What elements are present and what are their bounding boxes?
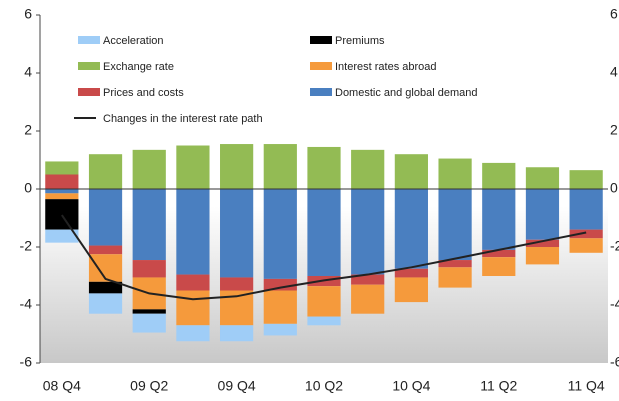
bar-segment (394, 154, 428, 189)
bar-segment (45, 193, 79, 200)
bar-segment (176, 274, 210, 291)
x-tick-label: 11 Q4 (568, 378, 605, 394)
bar-segment (132, 260, 166, 278)
x-tick-label: 10 Q4 (392, 378, 430, 394)
bar-segment (45, 161, 79, 175)
legend-swatch (78, 88, 100, 96)
legend-swatch (310, 36, 332, 44)
legend-label: Interest rates abroad (335, 61, 437, 73)
bar-segment (351, 189, 385, 275)
bar-segment (220, 189, 254, 278)
bar-segment (482, 249, 516, 258)
bar-segment (220, 277, 254, 291)
bar-segment (438, 158, 472, 189)
legend-label: Domestic and global demand (335, 87, 477, 99)
bar-segment (132, 189, 166, 261)
y2-tick-label: -2 (610, 238, 619, 254)
bar-segment (525, 167, 560, 189)
bar-segment (351, 149, 385, 189)
y-tick-label: 4 (24, 64, 32, 80)
bar-segment (482, 189, 516, 250)
bar-segment (482, 257, 516, 276)
bar-segment (394, 189, 428, 269)
y-tick-label: 6 (24, 6, 32, 22)
bar-segment (569, 238, 603, 253)
bar-segment (88, 293, 123, 314)
bar-segment (45, 229, 79, 243)
bar-segment (525, 247, 560, 265)
y2-tick-label: 4 (610, 64, 618, 80)
bar-segment (220, 325, 254, 342)
y-tick-label: -6 (20, 354, 33, 370)
y2-tick-label: 0 (610, 180, 618, 196)
y2-tick-label: 6 (610, 6, 618, 22)
bar-segment (438, 260, 472, 268)
bar-segment (88, 281, 123, 294)
bar-segment (263, 189, 297, 279)
bar-segment (176, 189, 210, 275)
bar-segment (263, 323, 297, 336)
bar-segment (307, 189, 341, 276)
bar-segment (263, 278, 297, 291)
bar-segment (394, 277, 428, 303)
x-tick-label: 11 Q2 (480, 378, 517, 394)
bar-segment (525, 239, 560, 247)
bar-segment (394, 268, 428, 278)
bar-segment (569, 229, 603, 239)
bar-segment (45, 199, 79, 230)
bar-segment (263, 144, 297, 189)
bar-segment (307, 316, 341, 326)
y-tick-label: 2 (24, 122, 32, 138)
bar-segment (132, 309, 166, 314)
bar-segment (132, 313, 166, 333)
y-tick-label: -4 (20, 296, 33, 312)
x-tick-label: 08 Q4 (43, 378, 81, 394)
x-tick-label: 10 Q2 (305, 378, 343, 394)
x-tick-label: 09 Q2 (130, 378, 168, 394)
legend-label: Acceleration (103, 35, 164, 47)
legend-swatch (78, 62, 100, 70)
bar-segment (525, 189, 560, 240)
bar-segment (176, 325, 210, 342)
legend-label: Exchange rate (103, 61, 174, 73)
y-tick-label: 0 (24, 180, 32, 196)
bar-segment (569, 189, 603, 230)
bar-segment (307, 286, 341, 317)
bar-segment (45, 189, 79, 194)
bar-segment (263, 290, 297, 324)
bar-segment (88, 245, 123, 255)
y2-tick-label: -4 (610, 296, 619, 312)
bar-segment (176, 145, 210, 189)
bar-segment (88, 189, 123, 246)
x-tick-label: 09 Q4 (218, 378, 256, 394)
bar-segment (220, 144, 254, 189)
y2-tick-label: 2 (610, 122, 618, 138)
bar-segment (482, 162, 516, 189)
bar-segment (438, 189, 472, 261)
legend-swatch (310, 88, 332, 96)
bar-segment (307, 146, 341, 189)
y2-tick-label: -6 (610, 354, 619, 370)
bar-segment (45, 174, 79, 189)
bar-segment (132, 149, 166, 189)
line-series (61, 214, 587, 301)
legend-label: Premiums (335, 35, 385, 47)
bar-segment (351, 274, 385, 285)
y-tick-label: -2 (20, 238, 33, 254)
bar-segment (569, 170, 603, 189)
bar-segment (88, 154, 123, 189)
legend-swatch (310, 62, 332, 70)
bar-segment (351, 284, 385, 314)
bar-segment (176, 290, 210, 326)
legend-swatch (78, 36, 100, 44)
legend-label: Prices and costs (103, 87, 184, 99)
bar-segment (438, 267, 472, 288)
legend-label: Changes in the interest rate path (103, 113, 263, 125)
